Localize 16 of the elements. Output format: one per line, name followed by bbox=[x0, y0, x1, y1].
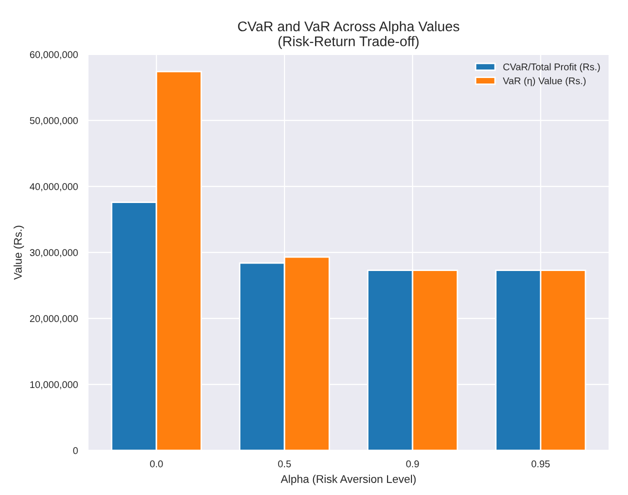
y-tick-label: 20,000,000 bbox=[30, 315, 78, 324]
legend-label: CVaR/Total Profit (Rs.) bbox=[503, 63, 600, 72]
y-tick-label: 30,000,000 bbox=[30, 249, 78, 258]
x-tick-label: 0.95 bbox=[532, 460, 550, 468]
y-tick-label: 40,000,000 bbox=[30, 183, 78, 192]
x-tick-label: 0.0 bbox=[150, 460, 163, 468]
y-tick-label: 50,000,000 bbox=[30, 117, 78, 126]
y-tick-label: 60,000,000 bbox=[30, 51, 78, 60]
y-axis-title: Value (Rs.) bbox=[14, 226, 24, 280]
y-tick-label: 0 bbox=[73, 447, 78, 454]
x-tick-label: 0.5 bbox=[278, 460, 291, 468]
y-tick-label: 10,000,000 bbox=[30, 381, 78, 390]
chart-title: CVaR and VaR Across Alpha Values (Risk-Return Trade-off) bbox=[238, 21, 460, 49]
x-tick-label: 0.9 bbox=[406, 460, 419, 468]
legend-label: VaR (η) Value (Rs.) bbox=[502, 77, 586, 86]
x-axis-title: Alpha (Risk Aversion Level) bbox=[280, 474, 416, 486]
